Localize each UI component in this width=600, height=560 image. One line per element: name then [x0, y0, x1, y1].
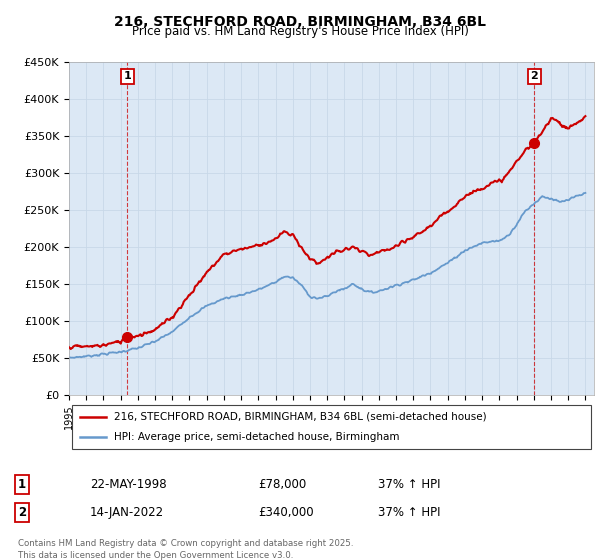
Text: 37% ↑ HPI: 37% ↑ HPI [378, 478, 440, 491]
Text: 216, STECHFORD ROAD, BIRMINGHAM, B34 6BL: 216, STECHFORD ROAD, BIRMINGHAM, B34 6BL [114, 15, 486, 29]
Text: Contains HM Land Registry data © Crown copyright and database right 2025.
This d: Contains HM Land Registry data © Crown c… [18, 539, 353, 560]
Text: Price paid vs. HM Land Registry's House Price Index (HPI): Price paid vs. HM Land Registry's House … [131, 25, 469, 38]
Text: 1: 1 [18, 478, 26, 491]
Text: 2: 2 [530, 72, 538, 81]
Text: 1: 1 [124, 72, 131, 81]
Text: £340,000: £340,000 [258, 506, 314, 519]
Text: HPI: Average price, semi-detached house, Birmingham: HPI: Average price, semi-detached house,… [113, 432, 399, 442]
Text: 37% ↑ HPI: 37% ↑ HPI [378, 506, 440, 519]
Text: £78,000: £78,000 [258, 478, 306, 491]
Text: 14-JAN-2022: 14-JAN-2022 [90, 506, 164, 519]
Text: 216, STECHFORD ROAD, BIRMINGHAM, B34 6BL (semi-detached house): 216, STECHFORD ROAD, BIRMINGHAM, B34 6BL… [113, 412, 486, 422]
Text: 22-MAY-1998: 22-MAY-1998 [90, 478, 167, 491]
FancyBboxPatch shape [71, 405, 592, 449]
Text: 2: 2 [18, 506, 26, 519]
